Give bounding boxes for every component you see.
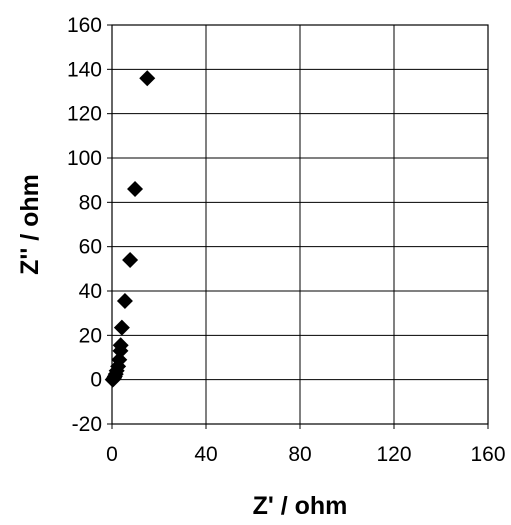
y-tick-label: 140 <box>67 58 102 81</box>
x-tick-label: 160 <box>470 443 505 466</box>
y-tick-label: 80 <box>79 191 102 214</box>
x-tick-label: 40 <box>194 443 217 466</box>
data-point <box>139 70 156 87</box>
grid-lines <box>111 24 489 425</box>
x-tick-label: 0 <box>106 443 118 466</box>
y-tick-label: 20 <box>79 324 102 347</box>
data-points <box>104 70 156 388</box>
y-tick-label: 40 <box>79 280 102 303</box>
data-point <box>116 292 133 309</box>
x-axis-ticks: 0 40 80 120 160 <box>106 424 506 466</box>
y-tick-label: 160 <box>67 14 102 37</box>
y-tick-label: -20 <box>72 413 102 436</box>
x-tick-label: 80 <box>288 443 311 466</box>
y-tick-label: 0 <box>90 369 102 392</box>
data-point <box>127 181 144 198</box>
x-axis-title: Z' / ohm <box>253 492 348 520</box>
data-point <box>112 337 129 354</box>
y-tick-label: 60 <box>79 236 102 259</box>
data-point <box>122 251 139 268</box>
x-tick-label: 120 <box>376 443 411 466</box>
y-tick-label: 100 <box>67 147 102 170</box>
y-axis-title: Z'' / ohm <box>16 174 44 275</box>
y-axis-ticks: -20 0 20 40 60 80 100 120 140 160 <box>67 14 112 436</box>
y-tick-label: 120 <box>67 103 102 126</box>
data-point <box>113 319 130 336</box>
